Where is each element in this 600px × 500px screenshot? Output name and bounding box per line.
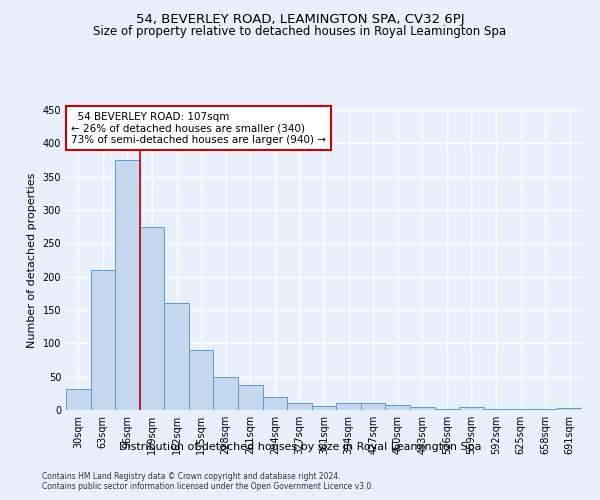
Bar: [312, 406, 336, 410]
Text: Distribution of detached houses by size in Royal Leamington Spa: Distribution of detached houses by size …: [119, 442, 481, 452]
Bar: [115, 160, 140, 410]
Bar: [410, 408, 434, 410]
Text: Contains public sector information licensed under the Open Government Licence v3: Contains public sector information licen…: [42, 482, 374, 491]
Bar: [189, 350, 214, 410]
Bar: [263, 396, 287, 410]
Text: 54 BEVERLEY ROAD: 107sqm
← 26% of detached houses are smaller (340)
73% of semi-: 54 BEVERLEY ROAD: 107sqm ← 26% of detach…: [71, 112, 326, 144]
Bar: [459, 408, 484, 410]
Bar: [238, 384, 263, 410]
Bar: [164, 304, 189, 410]
Bar: [336, 402, 361, 410]
Bar: [557, 408, 582, 410]
Bar: [91, 270, 115, 410]
Y-axis label: Number of detached properties: Number of detached properties: [27, 172, 37, 348]
Bar: [140, 226, 164, 410]
Bar: [66, 388, 91, 410]
Bar: [214, 376, 238, 410]
Text: Size of property relative to detached houses in Royal Leamington Spa: Size of property relative to detached ho…: [94, 25, 506, 38]
Text: Contains HM Land Registry data © Crown copyright and database right 2024.: Contains HM Land Registry data © Crown c…: [42, 472, 341, 481]
Bar: [287, 404, 312, 410]
Bar: [385, 406, 410, 410]
Text: 54, BEVERLEY ROAD, LEAMINGTON SPA, CV32 6PJ: 54, BEVERLEY ROAD, LEAMINGTON SPA, CV32 …: [136, 12, 464, 26]
Bar: [361, 404, 385, 410]
